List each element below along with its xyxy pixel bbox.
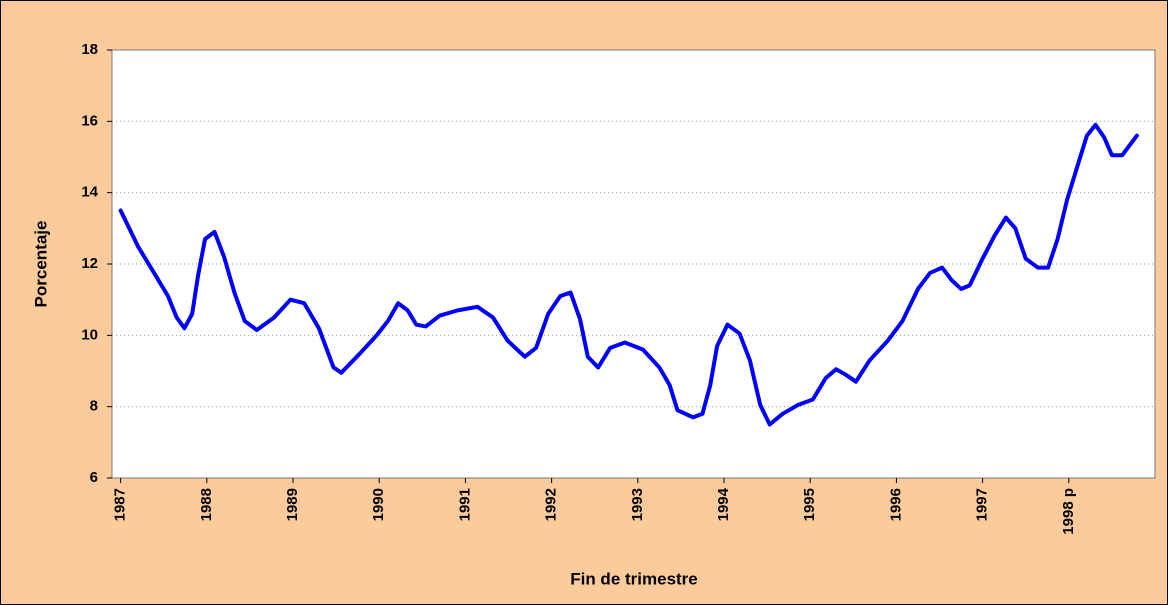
x-tick-label: 1992 — [543, 488, 560, 521]
x-tick-label: 1997 — [974, 488, 991, 521]
x-tick-label: 1990 — [370, 488, 387, 521]
y-tick-label: 10 — [81, 326, 98, 343]
x-tick-label: 1991 — [456, 488, 473, 521]
y-tick-label: 16 — [81, 112, 98, 129]
y-tick-label: 8 — [90, 398, 98, 415]
y-tick-label: 6 — [90, 469, 98, 486]
y-axis-label: Porcentaje — [31, 221, 50, 308]
data-line — [118, 122, 1139, 427]
x-tick-label: 1998 p — [1060, 488, 1077, 535]
x-tick-label: 1989 — [284, 488, 301, 521]
x-tick-label: 1988 — [198, 488, 215, 521]
x-tick-label: 1994 — [715, 487, 732, 521]
y-tick-label: 14 — [81, 184, 98, 201]
x-tick-label: 1995 — [801, 488, 818, 521]
x-axis-label: Fin de trimestre — [570, 569, 698, 588]
y-tick-label: 18 — [81, 41, 98, 58]
x-tick-label: 1996 — [887, 488, 904, 521]
x-tick-label: 1987 — [112, 488, 129, 521]
x-tick-label: 1993 — [629, 488, 646, 521]
y-tick-label: 12 — [81, 255, 98, 272]
